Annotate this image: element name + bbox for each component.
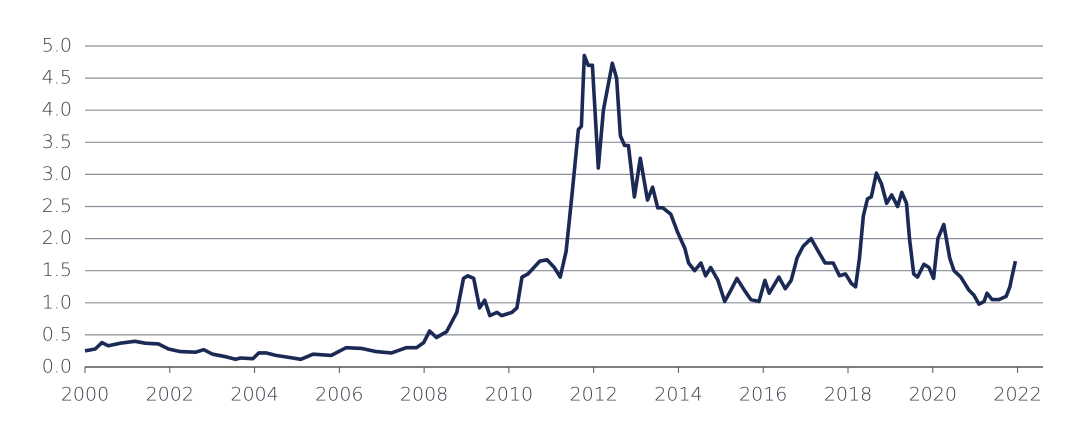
y-tick-label: 3.0	[42, 163, 72, 185]
y-tick-label: 4.0	[42, 99, 72, 121]
x-tick-label: 2004	[230, 384, 278, 406]
x-tick-label: 2020	[909, 384, 957, 406]
line-series	[84, 53, 1018, 362]
y-tick-label: 3.5	[42, 131, 72, 153]
y-tick-label: 2.0	[42, 227, 72, 249]
x-tick-label: 2014	[654, 384, 702, 406]
y-tick-label: 2.5	[42, 195, 72, 217]
x-tick-label: 2012	[569, 384, 617, 406]
x-tick-label: 2018	[824, 384, 872, 406]
y-tick-label: 0.5	[42, 323, 72, 345]
x-tick-label: 2016	[739, 384, 787, 406]
x-tick-label: 2008	[400, 384, 448, 406]
x-tick-label: 2002	[146, 384, 194, 406]
y-tick-label: 1.5	[42, 259, 72, 281]
y-tick-label: 0.0	[42, 356, 72, 378]
x-tick-label: 2022	[993, 384, 1041, 406]
y-tick-label: 5.0	[42, 35, 72, 57]
x-tick-label: 2000	[61, 384, 109, 406]
y-tick-label: 4.5	[42, 67, 72, 89]
x-tick-label: 2010	[485, 384, 533, 406]
y-tick-label: 1.0	[42, 291, 72, 313]
x-tick-label: 2006	[315, 384, 363, 406]
